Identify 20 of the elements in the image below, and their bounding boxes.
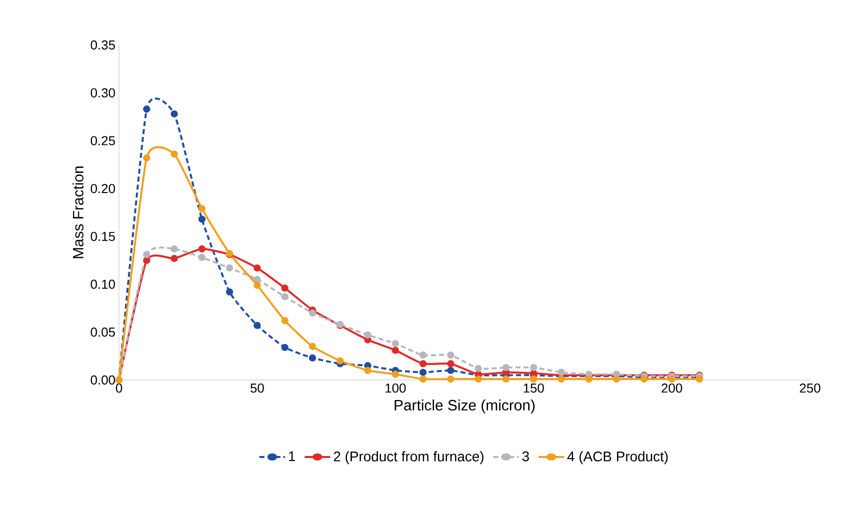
y-tick-label: 0.25 [90,136,115,146]
x-axis-title: Particle Size (micron) [394,400,535,414]
legend-label: 4 (ACB Product) [567,451,668,464]
y-tick-label: 0.30 [90,88,115,98]
legend-label: 1 [289,451,296,462]
y-tick-label: 0.15 [90,232,115,241]
x-tick-label: 200 [662,384,682,393]
x-tick-label: 100 [386,384,406,393]
y-tick-label: 0.20 [90,184,115,194]
y-tick-label: 0.05 [90,328,115,337]
x-tick-label: 50 [250,384,264,393]
y-tick-label: 0.10 [90,280,115,289]
x-tick-label: 150 [524,384,544,393]
legend-label: 3 [522,451,529,462]
y-axis-title: Mass Fraction [72,166,84,258]
y-tick-label: 0.00 [90,375,115,385]
legend-label: 2 (Product from furnace) [334,451,484,464]
x-tick-label: 0 [116,384,122,393]
x-tick-label: 250 [800,384,820,393]
y-tick-label: 0.35 [90,40,115,50]
